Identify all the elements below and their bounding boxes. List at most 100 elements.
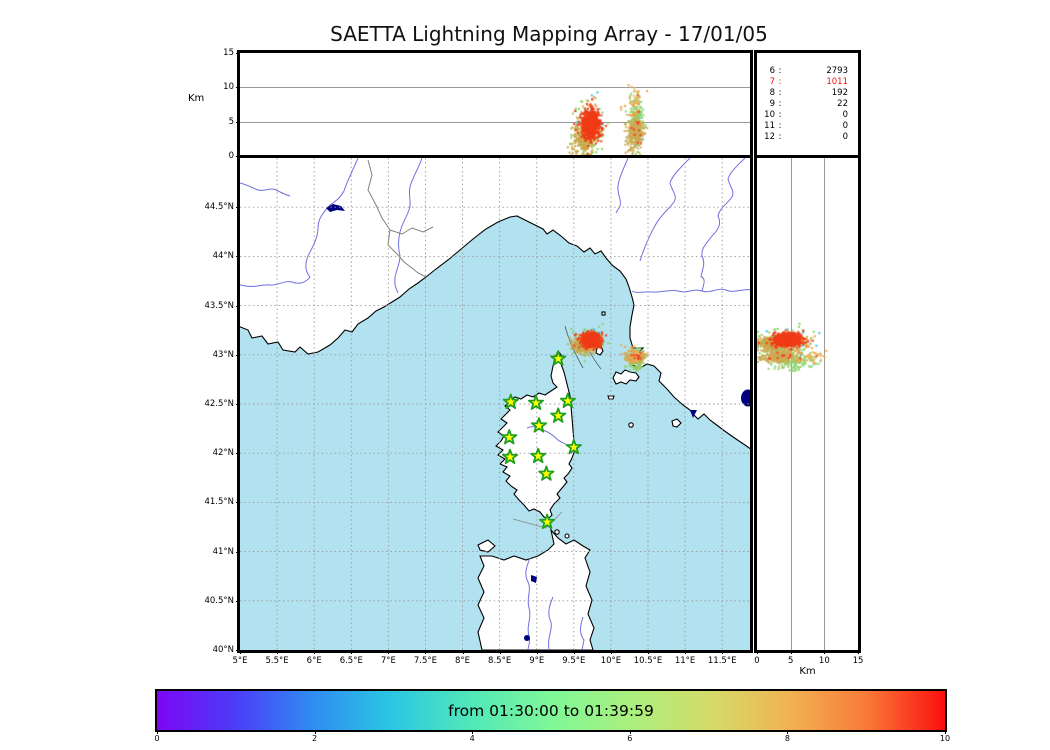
colorbar-tick-label: 0 <box>154 734 160 743</box>
colorbar-tickmark <box>157 730 158 734</box>
count-colon: : <box>778 132 782 142</box>
alt-lat-tickmark <box>858 650 859 654</box>
map-tickmark <box>236 600 240 602</box>
map-tickmark <box>462 650 464 654</box>
alt-lat-tick-label: 15 <box>852 656 864 666</box>
map-lat-tick-label: 44°N <box>212 251 234 262</box>
map-tickmark <box>648 650 649 654</box>
colorbar-tickmark <box>472 730 474 734</box>
map-lon-tick-label: 10°E <box>600 656 622 666</box>
colorbar-tick-label: 10 <box>939 734 951 743</box>
map-scatter-canvas <box>240 158 750 650</box>
map-lat-tick-label: 40°N <box>212 645 234 655</box>
alt-lon-tickmark <box>236 87 240 89</box>
map-lon-tick-label: 6°E <box>306 656 322 666</box>
alt-lon-tick-label: 0 <box>228 151 234 161</box>
count-row: 6: 2793 <box>757 66 858 77</box>
alt-lon-scatter-canvas <box>240 53 750 156</box>
count-colon: : <box>778 66 782 76</box>
count-row: 11: 0 <box>757 121 858 132</box>
source-counts-rows: 6: 2793 7: 1011 8: 192 9: 22 10: 0 11: 0 12: 0 <box>757 53 858 156</box>
count-label: 7 <box>769 77 775 87</box>
count-value: 0 <box>842 110 848 120</box>
map-lon-tick-label: 11.5°E <box>707 656 737 666</box>
map-lat-tick-label: 41.5°N <box>204 497 234 508</box>
map-lon-tick-label: 11°E <box>674 656 696 666</box>
map-tickmark <box>277 650 279 654</box>
count-label: 10 <box>764 110 775 120</box>
count-colon: : <box>778 77 782 87</box>
map-lat-tick-label: 44.5°N <box>204 202 234 213</box>
map-lon-tick-label: 10.5°E <box>633 656 663 666</box>
map-tickmark <box>236 650 240 651</box>
map-tickmark <box>236 207 240 209</box>
count-row: 7: 1011 <box>757 77 858 88</box>
alt-lat-tickmark <box>790 650 792 654</box>
count-value: 1011 <box>826 77 848 87</box>
map-tickmark <box>536 650 538 654</box>
colorbar-tick-label: 8 <box>784 734 790 743</box>
map-tickmark <box>240 650 241 654</box>
map-lat-tick-label: 41°N <box>212 546 234 557</box>
map-lon-tick-label: 7°E <box>380 656 396 666</box>
count-row: 9: 22 <box>757 99 858 110</box>
alt-axis-unit-label: Km <box>188 93 205 104</box>
count-value: 22 <box>837 99 848 109</box>
map-lon-tick-label: 8.5°E <box>488 656 512 666</box>
colorbar-tick-label: 4 <box>469 734 475 743</box>
alt-lon-tickmark <box>236 53 240 54</box>
map-lat-tick-label: 42°N <box>212 448 234 459</box>
count-value: 0 <box>842 132 848 142</box>
map-tickmark <box>236 354 240 356</box>
map-tickmark <box>236 404 240 405</box>
map-tickmark <box>610 650 612 654</box>
colorbar-tickmark <box>314 730 316 734</box>
map-tickmark <box>236 305 240 307</box>
alt-lat-tickmark <box>757 650 758 654</box>
count-colon: : <box>778 121 782 131</box>
map-panel <box>237 155 753 653</box>
count-colon: : <box>778 88 782 98</box>
count-row: 8: 192 <box>757 88 858 99</box>
alt-axis-unit-label-bottom: Km <box>799 666 816 677</box>
map-tickmark <box>314 650 316 654</box>
count-row: 10: 0 <box>757 110 858 121</box>
alt-lon-panel <box>237 50 753 159</box>
alt-lon-tick-label: 15 <box>223 48 234 58</box>
alt-lat-tick-label: 10 <box>818 656 830 666</box>
colorbar-tickmark <box>629 730 631 734</box>
alt-lat-tick-label: 5 <box>787 656 794 666</box>
alt-lat-tick-label: 0 <box>754 656 760 666</box>
map-lon-tick-label: 9.5°E <box>562 656 586 666</box>
alt-lat-tickmark <box>824 650 826 654</box>
map-lon-tick-label: 5.5°E <box>265 656 289 666</box>
count-value: 192 <box>831 88 848 98</box>
alt-lon-tickmark <box>236 156 240 157</box>
count-value: 2793 <box>826 66 848 76</box>
map-tickmark <box>685 650 687 654</box>
count-label: 9 <box>769 99 775 109</box>
map-tickmark <box>236 453 240 455</box>
source-counts-box: 6: 2793 7: 1011 8: 192 9: 22 10: 0 11: 0 12: 0 <box>754 50 861 159</box>
colorbar-tickmark <box>787 730 789 734</box>
alt-lon-tick-label: 10 <box>223 82 234 93</box>
count-colon: : <box>778 110 782 120</box>
page-title: SAETTA Lightning Mapping Array - 17/01/0… <box>330 22 768 46</box>
map-tickmark <box>722 650 724 654</box>
map-lon-tick-label: 5°E <box>232 656 248 666</box>
count-label: 11 <box>764 121 775 131</box>
count-label: 8 <box>769 88 775 98</box>
count-row: 12: 0 <box>757 132 858 143</box>
alt-lon-tickmark <box>236 121 240 123</box>
colorbar-tick-label: 2 <box>312 734 318 743</box>
alt-lat-panel <box>754 155 861 653</box>
map-lat-tick-label: 43.5°N <box>204 300 234 311</box>
colorbar-tickmark <box>945 730 946 734</box>
map-lon-tick-label: 6.5°E <box>339 656 363 666</box>
colorbar-time-window-label: from 01:30:00 to 01:39:59 <box>448 701 654 720</box>
count-label: 12 <box>764 132 775 142</box>
count-colon: : <box>778 99 782 109</box>
map-lat-tick-label: 42.5°N <box>204 399 234 409</box>
map-lat-tick-label: 43°N <box>212 349 234 360</box>
